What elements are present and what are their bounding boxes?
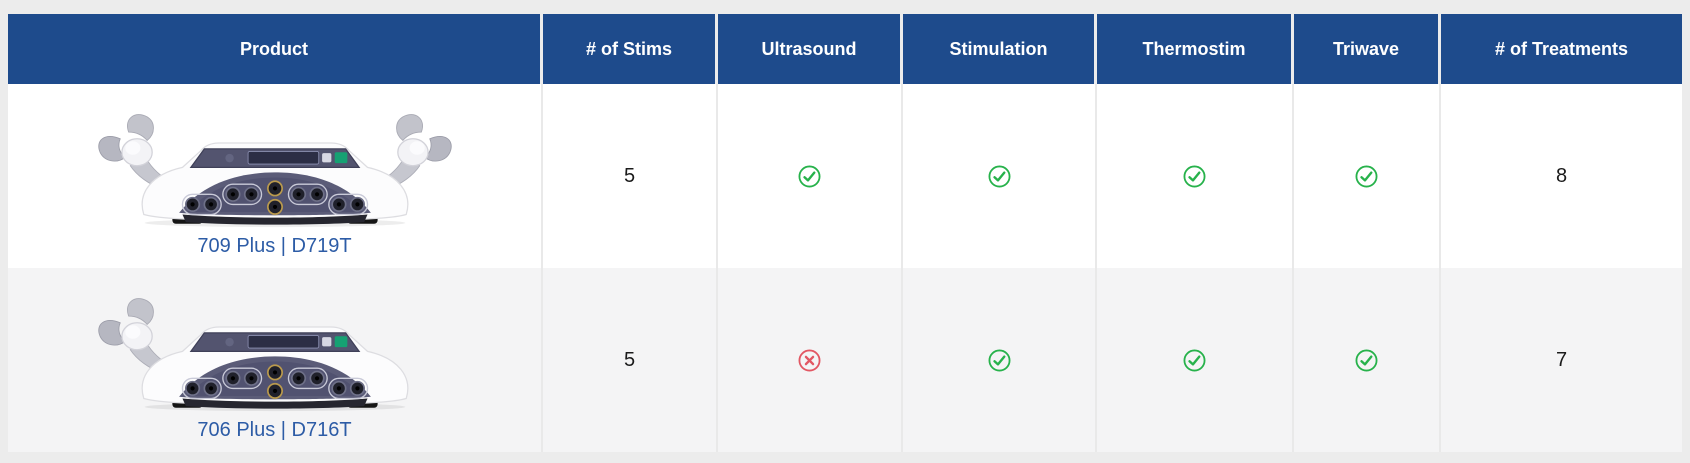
check-circle-icon (988, 165, 1011, 188)
column-header-triwave: Triwave (1294, 14, 1441, 84)
ultrasound-cell (718, 268, 903, 452)
product-image-709-plus (97, 113, 452, 228)
x-circle-icon (798, 349, 821, 372)
column-header-treatments: # of Treatments (1441, 14, 1682, 84)
product-image-706-plus (97, 297, 409, 412)
column-header-product: Product (8, 14, 543, 84)
thermostim-cell (1097, 84, 1294, 268)
table-row: 709 Plus | D719T 5 8 (8, 84, 1682, 268)
column-header-thermostim: Thermostim (1097, 14, 1294, 84)
ultrasound-cell (718, 84, 903, 268)
stims-value: 5 (623, 164, 636, 187)
product-link[interactable]: 709 Plus | D719T (197, 235, 352, 257)
product-cell: 706 Plus | D716T (8, 268, 543, 452)
triwave-cell (1294, 84, 1441, 268)
stims-cell: 5 (543, 84, 718, 268)
table-row: 706 Plus | D716T 5 7 (8, 268, 1682, 452)
stims-cell: 5 (543, 268, 718, 452)
column-header-stimulation: Stimulation (903, 14, 1097, 84)
stimulation-cell (903, 84, 1097, 268)
treatments-cell: 7 (1441, 268, 1682, 452)
check-circle-icon (798, 165, 821, 188)
product-comparison-table: Product # of Stims Ultrasound Stimulatio… (8, 14, 1682, 452)
table-header-row: Product # of Stims Ultrasound Stimulatio… (8, 14, 1682, 84)
treatments-value: 8 (1555, 164, 1568, 187)
check-circle-icon (988, 349, 1011, 372)
product-link[interactable]: 706 Plus | D716T (197, 419, 352, 441)
check-circle-icon (1183, 349, 1206, 372)
treatments-value: 7 (1555, 348, 1568, 371)
check-circle-icon (1355, 349, 1378, 372)
stimulation-cell (903, 268, 1097, 452)
treatments-cell: 8 (1441, 84, 1682, 268)
check-circle-icon (1183, 165, 1206, 188)
column-header-stims: # of Stims (543, 14, 718, 84)
thermostim-cell (1097, 268, 1294, 452)
triwave-cell (1294, 268, 1441, 452)
column-header-ultrasound: Ultrasound (718, 14, 903, 84)
check-circle-icon (1355, 165, 1378, 188)
product-cell: 709 Plus | D719T (8, 84, 543, 268)
stims-value: 5 (623, 348, 636, 371)
